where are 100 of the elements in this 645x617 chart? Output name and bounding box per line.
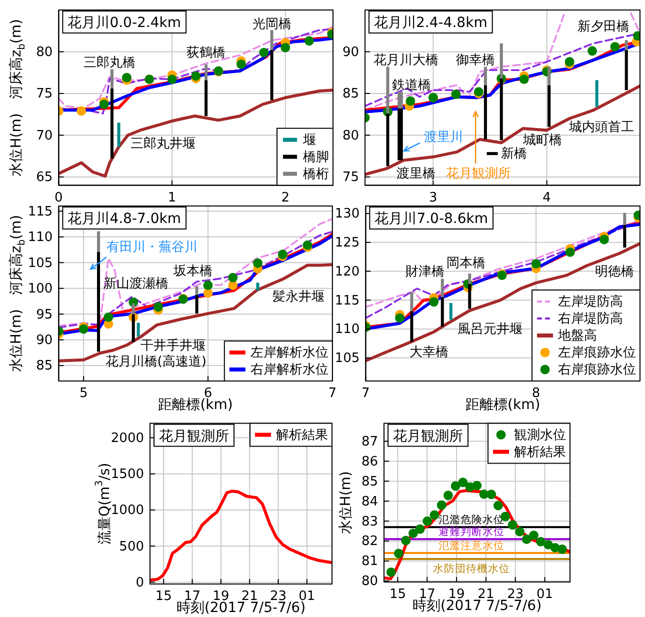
y-tick-label: 81: [361, 554, 378, 570]
chart-title: 花月川2.4-4.8km: [374, 15, 488, 31]
y-tick-label: 110: [334, 322, 360, 338]
x-tick-label: 4: [542, 190, 551, 206]
y-tick-label: 90: [342, 44, 359, 60]
y-tick-label: 100: [28, 282, 53, 297]
point: [228, 272, 238, 282]
point: [519, 74, 529, 84]
annotation: 鉄道橋: [392, 78, 431, 93]
point: [228, 280, 238, 290]
legend-label: 橋脚: [303, 149, 329, 164]
point: [565, 247, 575, 257]
line-series: [366, 242, 640, 362]
point: [531, 259, 541, 268]
y-tick-label: 1500: [110, 467, 144, 482]
y-tick-label: 70: [36, 128, 53, 144]
chart-title: 花月観測所: [159, 428, 229, 444]
y-tick-label: 85: [342, 86, 359, 102]
annotation: 財津橋: [406, 264, 445, 279]
point: [415, 524, 425, 534]
legend-label: 解析結果: [514, 444, 566, 460]
point: [430, 510, 440, 520]
annotation: 新夕田橋: [578, 19, 630, 34]
annotation: 風呂元井堰: [457, 322, 522, 337]
point: [436, 500, 446, 510]
y-tick-label: 80: [36, 44, 53, 60]
bar: [624, 40, 628, 50]
point: [236, 60, 246, 69]
legend-label: 堰: [302, 132, 316, 148]
legend-label: 解析結果: [276, 427, 328, 442]
bar: [468, 284, 472, 309]
point: [395, 313, 404, 323]
annotation: 花月川大橋: [373, 52, 438, 68]
point: [493, 500, 503, 510]
point: [458, 478, 468, 488]
point: [280, 42, 290, 52]
point: [600, 234, 609, 244]
point: [443, 490, 453, 500]
y-tick-label: 120: [334, 264, 360, 280]
point: [167, 74, 177, 84]
y-tick-label: 0: [136, 575, 144, 590]
point: [536, 536, 546, 546]
chart-title: 花月川4.8-7.0km: [68, 211, 182, 227]
annotation: 渡里橋: [396, 166, 436, 182]
x-tick-label: 15: [389, 587, 406, 602]
bar: [548, 66, 551, 86]
point: [408, 528, 418, 538]
annotation: 有田川・蕪谷川: [106, 240, 198, 255]
bar: [623, 225, 626, 248]
y-tick-label: 1000: [110, 503, 144, 518]
point: [76, 106, 86, 116]
x-tick-label: 5: [79, 386, 88, 402]
bar: [623, 212, 626, 226]
point: [508, 520, 518, 530]
bar: [440, 297, 444, 327]
bar: [624, 50, 628, 90]
bar: [386, 114, 390, 166]
y-tick-label: 105: [28, 256, 53, 271]
legend-label: 左岸痕跡水位: [558, 345, 636, 360]
ref-line-label: 水防団待機水位: [432, 562, 510, 576]
x-tick-label: 3: [429, 190, 438, 206]
legend-label: 右岸解析水位: [250, 362, 328, 377]
point: [406, 96, 416, 106]
y-tick-label: 75: [36, 86, 53, 102]
x-tick-label: 1: [168, 190, 176, 206]
chart-title: 花月川7.0-8.6km: [374, 211, 488, 227]
point: [104, 312, 114, 322]
point: [515, 526, 524, 536]
point: [401, 536, 411, 546]
annotation: 坂本橋: [172, 263, 213, 278]
annotation: 新山渡瀬橋: [103, 276, 168, 292]
point: [154, 302, 163, 312]
annotation: 荻鶴橋: [186, 45, 226, 60]
bar: [195, 295, 198, 314]
legend-label: 地盤高: [557, 327, 597, 343]
point: [522, 534, 532, 544]
point: [472, 480, 482, 490]
bar: [410, 292, 414, 312]
bar: [110, 69, 114, 88]
bar: [270, 50, 274, 100]
bar: [132, 303, 135, 314]
annotation: 髪永井堰: [272, 288, 325, 304]
bar: [117, 122, 120, 147]
annotation: 城町橋: [522, 132, 562, 148]
point: [429, 297, 439, 307]
y-tick-label: 130: [334, 206, 360, 222]
x-tick-label: 7: [328, 386, 337, 402]
x-tick-label: 0: [54, 190, 63, 206]
y-tick-label: 115: [28, 204, 53, 220]
legend-label: 左岸解析水位: [250, 345, 328, 360]
y-tick-label: 84: [361, 494, 378, 510]
bar: [410, 311, 414, 342]
y-tick-label: 105: [334, 351, 360, 366]
legend-label: 右岸痕跡水位: [558, 362, 636, 377]
y-tick-label: 125: [334, 236, 360, 251]
legend-label: 左岸堤防高: [558, 293, 623, 309]
bar: [97, 252, 100, 352]
point: [450, 481, 460, 491]
point: [191, 71, 201, 81]
y-tick-label: 82: [361, 534, 378, 550]
